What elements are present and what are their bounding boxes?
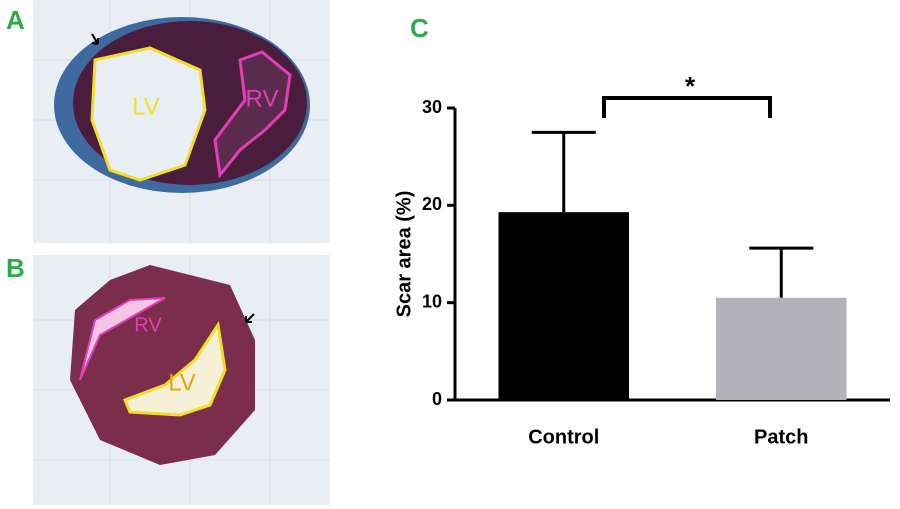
significance-label: * — [685, 71, 696, 101]
plot: 0 10 20 30 Control Patch — [422, 97, 890, 448]
y-tick-label: 0 — [432, 389, 442, 409]
y-tick-label: 10 — [422, 291, 442, 311]
significance-bracket — [602, 96, 772, 118]
x-tick-label: Control — [528, 426, 599, 448]
panel-label: A — [6, 5, 25, 35]
panel-label: B — [6, 253, 25, 283]
histology-image-a — [33, 0, 330, 243]
x-tick-label: Patch — [754, 426, 808, 448]
y-axis-label: Scar area (%) — [393, 191, 415, 318]
y-tick-label: 20 — [422, 194, 442, 214]
lv-label: LV — [168, 369, 196, 396]
histology-image-b — [33, 255, 330, 505]
rv-label: RV — [134, 314, 162, 336]
bar — [498, 212, 629, 400]
bar — [716, 297, 847, 400]
panel-label: C — [410, 13, 429, 43]
lv-label: LV — [132, 93, 160, 120]
y-tick-label: 30 — [422, 97, 442, 117]
rv-label: RV — [246, 85, 279, 112]
